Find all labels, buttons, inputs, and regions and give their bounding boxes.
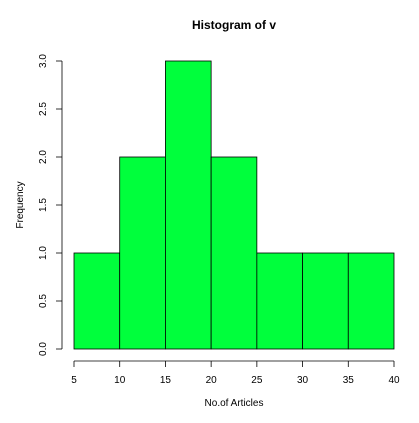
x-tick-label: 5 (71, 375, 77, 386)
x-tick-label: 30 (297, 375, 309, 386)
y-tick-label: 3.0 (38, 54, 49, 68)
y-tick-label: 2.0 (38, 150, 49, 164)
histogram-bar (347, 252, 395, 350)
y-axis-label: Frequency (15, 181, 26, 228)
histogram-bar (165, 60, 212, 350)
histogram-bar (302, 252, 349, 350)
histogram-bar (73, 252, 121, 350)
chart-title: Histogram of v (192, 18, 276, 32)
y-tick-label: 0.0 (38, 342, 49, 356)
x-tick-label: 20 (206, 375, 218, 386)
x-axis-label: No.of Articles (205, 398, 264, 409)
x-tick-label: 10 (114, 375, 126, 386)
y-tick-label: 1.0 (38, 246, 49, 260)
x-tick-label: 25 (251, 375, 263, 386)
x-tick-label: 15 (160, 375, 172, 386)
y-tick-label: 2.5 (38, 102, 49, 116)
y-axis: 0.0 0.5 1.0 1.5 2.0 2.5 3.0 (38, 54, 63, 356)
histogram-bar (256, 252, 303, 350)
x-tick-label: 35 (343, 375, 355, 386)
x-tick-label: 40 (388, 375, 400, 386)
y-tick-label: 0.5 (38, 294, 49, 308)
x-axis: 5 10 15 20 25 30 35 40 (71, 360, 400, 386)
bars-group (73, 60, 395, 350)
histogram-bar (119, 156, 166, 350)
histogram-bar (210, 156, 258, 350)
y-tick-label: 1.5 (38, 198, 49, 212)
